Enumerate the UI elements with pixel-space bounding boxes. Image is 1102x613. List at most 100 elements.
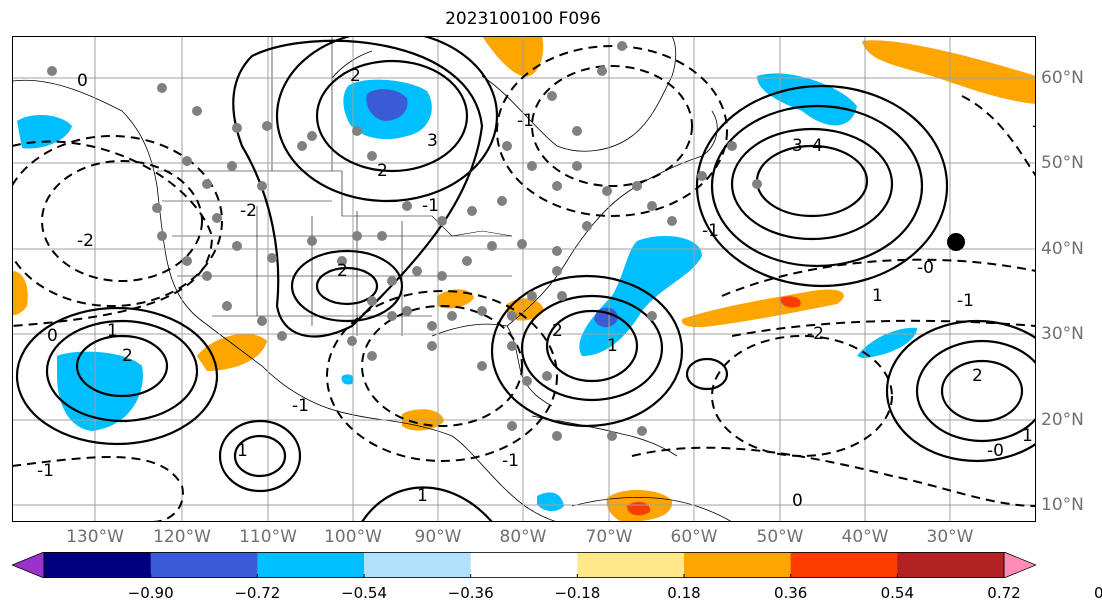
high-contour-plains (315, 266, 379, 306)
lon-tick-label: 100°W (324, 527, 382, 547)
high-contour-pacific (45, 319, 199, 423)
colorbar-tick-label: 0.72 (987, 584, 1021, 602)
lon-tick-label: 30°W (926, 527, 974, 547)
low-contour-west (41, 160, 203, 282)
high-contour-plains (290, 249, 404, 323)
negative-contours (12, 45, 1036, 522)
colorbar-segment (897, 552, 1005, 578)
high-contour-gulfstream (545, 309, 639, 383)
orange-anomaly-gulf (437, 289, 474, 309)
blue-anomaly-alaska (17, 114, 72, 149)
high-contour-subtropics (885, 319, 1036, 463)
blue-anomaly-south (537, 492, 564, 512)
high-contour-south (361, 486, 493, 522)
colorbar-tick-label: 0.54 (880, 584, 915, 602)
colorbar-segment (150, 552, 258, 578)
colorbar-segment (790, 552, 898, 578)
high-contour-subtropics (940, 359, 1024, 423)
lat-tick-label: 50°N (1041, 153, 1084, 173)
low-contour-atlantic-s (721, 258, 1036, 297)
lat-tick-label: 40°N (1041, 239, 1084, 259)
contour-label: 1 (872, 286, 883, 306)
low-contour-atlantic-s (731, 319, 1036, 337)
colorbar-tick-label: −0.54 (341, 584, 387, 602)
lon-tick-label: 70°W (585, 527, 633, 547)
lat-tick-label: 30°N (1041, 324, 1084, 344)
contour-label: -1 (702, 221, 719, 241)
contour-label: -1 (957, 291, 974, 311)
lat-tick-label: 60°N (1041, 68, 1084, 88)
contour-label: 0 (77, 71, 88, 91)
map-border (12, 36, 1036, 522)
contour-label: -1 (422, 196, 439, 216)
contour-label: -1 (292, 396, 309, 416)
lon-tick-label: 60°W (670, 527, 718, 547)
orange-anomaly-west (12, 271, 28, 316)
colorbar-tick-label: 0.36 (773, 584, 808, 602)
high-contour-canada (315, 59, 469, 173)
colorbar-extend-max (1003, 552, 1036, 578)
contour-label: 3 (427, 131, 438, 151)
contour-label: -2 (807, 324, 824, 344)
low-contour-west-outer (12, 140, 214, 327)
colorbar-tick-label: 0.18 (667, 584, 701, 602)
graticule (12, 36, 1036, 522)
low-contour-east (531, 65, 693, 187)
contour-label: -1 (502, 451, 519, 471)
lon-tick-label: 120°W (153, 527, 211, 547)
map-panel: 2 3 4 3 2 1 2 2 2 1 1 1 1 0 1 2 0 -2 -1 … (12, 36, 1036, 522)
lon-tick-label: 40°W (841, 527, 889, 547)
orange-anomaly-ne (482, 36, 544, 77)
high-contour-pacific (75, 334, 169, 398)
high-contour-subtropics (915, 339, 1036, 443)
colorbar-segment (257, 552, 365, 578)
contour-label-group: 2 3 4 3 2 1 2 2 2 1 1 1 1 0 1 2 0 -2 -1 … (37, 66, 1036, 511)
lon-tick-label: 130°W (66, 527, 124, 547)
contour-label: 0 (792, 491, 803, 511)
orange-anomaly-band (681, 289, 844, 328)
contour-label: -1 (517, 111, 534, 131)
low-contour-carib (361, 305, 523, 427)
lon-tick-label: 80°W (499, 527, 547, 547)
contour-label: 2 (350, 66, 361, 86)
colorbar-tick-label: 0.90 (1093, 584, 1102, 602)
contour-label: -2 (77, 231, 94, 251)
blue-anomaly-small (341, 374, 354, 385)
colorbar-tick-label: −0.72 (234, 584, 281, 602)
low-contour-south (631, 446, 1036, 507)
colorbar-segment (470, 552, 578, 578)
colorbar-outline (43, 552, 1005, 578)
red-anomaly-band (780, 296, 801, 308)
chart-title: 2023100100 F096 (445, 9, 601, 29)
low-contour-west (12, 135, 223, 307)
contour-label: -1 (1032, 116, 1036, 136)
contour-label: 1 (607, 336, 618, 356)
contour-label: 2 (377, 161, 388, 181)
low-contour-east (496, 45, 728, 217)
low-contour-mid (711, 335, 893, 457)
contour-label: -0 (917, 258, 934, 278)
high-contour-canada (275, 36, 499, 203)
colorbar-segment (684, 552, 792, 578)
low-contour-carib (326, 290, 558, 462)
contour-label: 4 (812, 136, 823, 156)
lon-tick-label: 50°W (756, 527, 804, 547)
high-contour-small (233, 434, 287, 478)
colorbar-extend-min (12, 552, 45, 578)
high-contour-canada-outer (232, 39, 484, 338)
contour-label: 1 (107, 321, 118, 341)
blue-anomaly-atlantic (757, 73, 857, 126)
contour-label: 2 (122, 346, 133, 366)
contour-label: 2 (337, 261, 348, 281)
lat-tick-label: 10°N (1041, 495, 1084, 515)
dark-anomaly-canada (366, 89, 408, 121)
contour-label: 1 (417, 486, 428, 506)
colorbar-ticks (150, 574, 1005, 578)
colorbar (12, 552, 1036, 578)
positive-contours (15, 36, 1036, 522)
highlighted-station (947, 233, 965, 251)
contour-label: -2 (240, 201, 257, 221)
contour-label: 2 (552, 321, 563, 341)
colorbar-segment (577, 552, 685, 578)
high-contour-small (685, 357, 729, 391)
